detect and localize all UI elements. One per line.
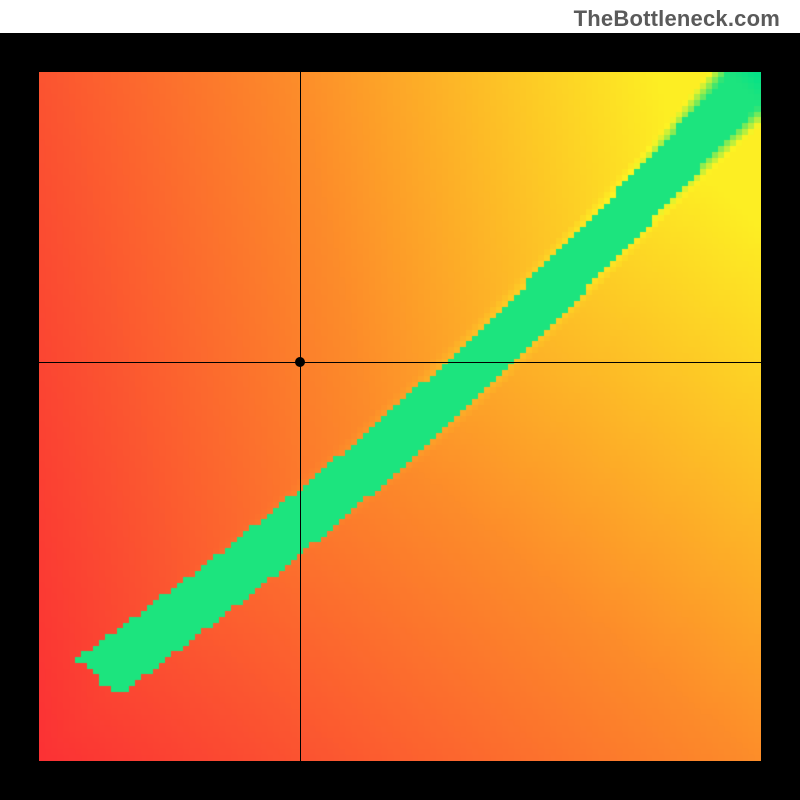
- crosshair-vertical: [300, 72, 301, 761]
- heatmap-canvas: [39, 72, 761, 761]
- crosshair-horizontal: [39, 362, 761, 363]
- plot-area: [39, 72, 761, 761]
- plot-outer-frame: [0, 33, 800, 800]
- watermark-text: TheBottleneck.com: [574, 6, 780, 32]
